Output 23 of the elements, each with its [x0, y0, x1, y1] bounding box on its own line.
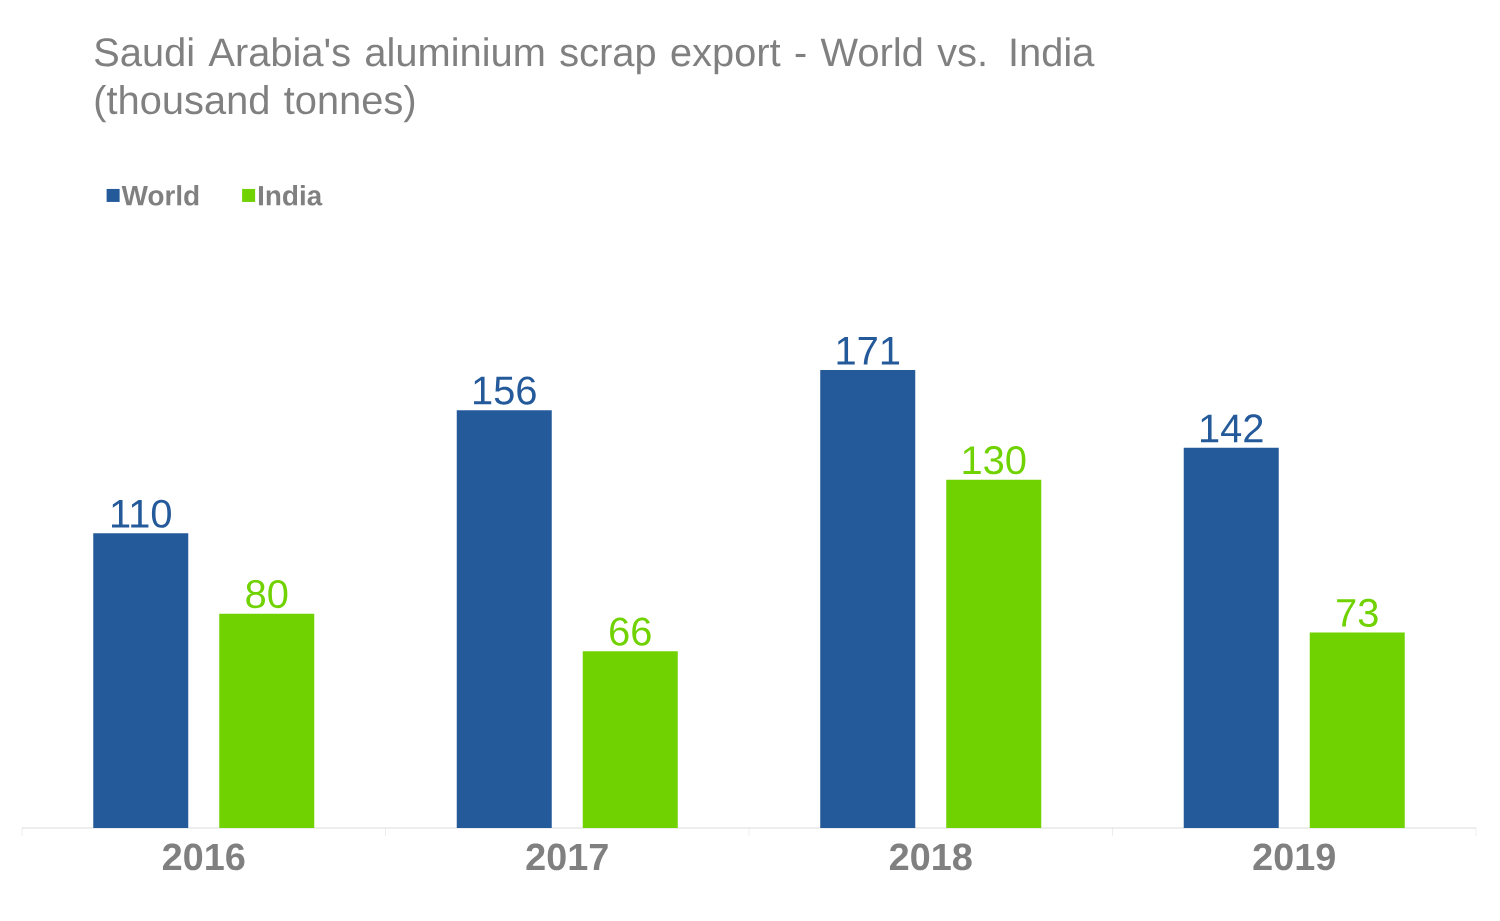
- bar: [1309, 632, 1405, 828]
- data-label: 73: [1337, 598, 1378, 627]
- bar: [820, 369, 916, 828]
- x-tick-label: 2018: [889, 843, 972, 871]
- data-label: 130: [963, 446, 1026, 475]
- x-tick-label: 2017: [526, 843, 608, 871]
- data-label: 80: [246, 579, 288, 609]
- bar: [219, 613, 315, 828]
- legend-label: World: [121, 185, 199, 206]
- data-label: 156: [474, 376, 536, 405]
- data-label: 171: [837, 337, 900, 365]
- x-tick-label: 2016: [162, 843, 245, 871]
- legend-label: India: [258, 185, 323, 206]
- bar: [456, 410, 552, 828]
- bar: [93, 533, 189, 828]
- data-label: 110: [112, 499, 171, 528]
- chart-title: Saudi Arabia's aluminium scrap export - World vs. India (thousand tonnes): [95, 37, 1095, 123]
- data-label: 66: [610, 617, 651, 646]
- bar: [946, 479, 1042, 828]
- bar: [582, 651, 678, 828]
- data-label: 142: [1201, 414, 1263, 443]
- bar: [1183, 447, 1279, 828]
- x-tick-label: 2019: [1253, 843, 1335, 871]
